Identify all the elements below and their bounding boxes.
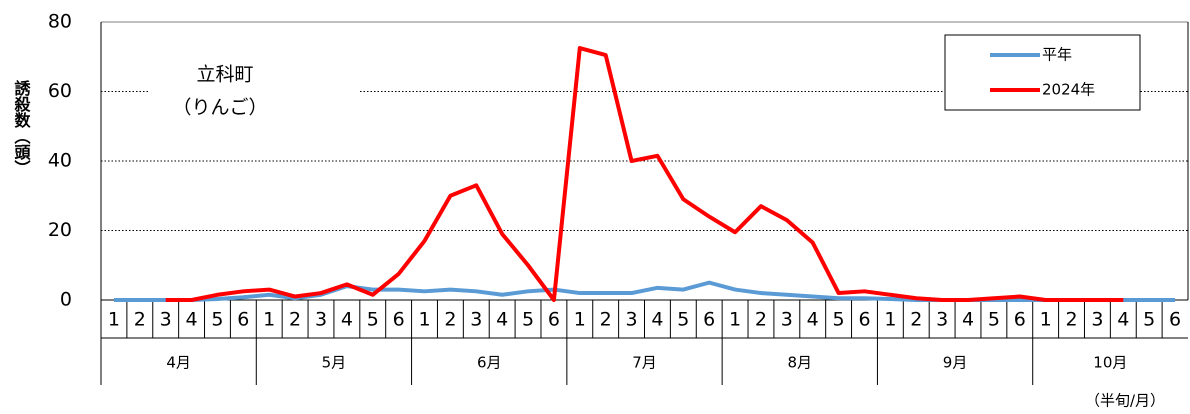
group-label: 10月 <box>1093 354 1127 372</box>
legend-box <box>944 34 1141 111</box>
x-tick-label: 4 <box>186 309 198 331</box>
x-tick-label: 4 <box>1117 309 1129 331</box>
group-label: 7月 <box>632 354 657 372</box>
y-tick-label: 20 <box>48 219 72 241</box>
series-line <box>165 46 1124 302</box>
x-tick-label: 6 <box>548 309 560 331</box>
group-label: 8月 <box>788 354 813 372</box>
x-tick-label: 1 <box>884 309 896 331</box>
x-tick-label: 2 <box>444 309 456 331</box>
group-label: 6月 <box>477 354 502 372</box>
x-tick-label: 5 <box>833 309 845 331</box>
x-tick-label: 2 <box>910 309 922 331</box>
x-tick-label: 6 <box>1169 309 1181 331</box>
y-tick-label: 0 <box>60 289 72 311</box>
x-axis-label: （半旬/月） <box>1085 392 1165 410</box>
y-tick-label: 60 <box>48 80 72 102</box>
x-tick-label: 6 <box>1014 309 1026 331</box>
x-tick-label: 4 <box>651 309 663 331</box>
x-tick-label: 1 <box>263 309 275 331</box>
x-tick-label: 2 <box>1065 309 1077 331</box>
x-tick-label: 5 <box>522 309 534 331</box>
annotation: 立科町 <box>196 64 253 86</box>
legend-label: 平年 <box>1042 46 1072 64</box>
x-tick-label: 5 <box>211 309 223 331</box>
x-tick-label: 3 <box>626 309 638 331</box>
x-tick-label: 5 <box>677 309 689 331</box>
annotation-bg <box>150 55 360 130</box>
x-tick-label: 3 <box>936 309 948 331</box>
x-tick-label: 2 <box>755 309 767 331</box>
x-tick-label: 1 <box>108 309 120 331</box>
x-tick-label: 4 <box>341 309 353 331</box>
x-tick-label: 4 <box>962 309 974 331</box>
legend-label: 2024年 <box>1042 81 1095 99</box>
y-axis-label: 誘殺数（頭） <box>12 79 32 176</box>
x-tick-label: 3 <box>470 309 482 331</box>
y-tick-label: 40 <box>48 150 72 172</box>
x-tick-label: 3 <box>160 309 172 331</box>
group-label: 4月 <box>166 354 191 372</box>
x-tick-label: 6 <box>393 309 405 331</box>
x-tick-label: 5 <box>988 309 1000 331</box>
annotation: （りんご） <box>172 97 267 119</box>
x-tick-label: 2 <box>600 309 612 331</box>
x-tick-label: 1 <box>418 309 430 331</box>
group-label: 9月 <box>943 354 968 372</box>
x-tick-label: 4 <box>807 309 819 331</box>
x-tick-label: 2 <box>289 309 301 331</box>
x-tick-label: 6 <box>858 309 870 331</box>
x-tick-label: 2 <box>134 309 146 331</box>
x-tick-label: 3 <box>315 309 327 331</box>
x-tick-label: 1 <box>1040 309 1052 331</box>
x-tick-label: 1 <box>729 309 741 331</box>
x-tick-label: 1 <box>574 309 586 331</box>
group-label: 5月 <box>322 354 347 372</box>
series-line <box>113 280 1176 302</box>
x-tick-label: 3 <box>781 309 793 331</box>
x-tick-label: 6 <box>703 309 715 331</box>
y-tick-label: 80 <box>48 11 72 33</box>
x-tick-label: 4 <box>496 309 508 331</box>
x-tick-label: 3 <box>1091 309 1103 331</box>
x-tick-label: 5 <box>367 309 379 331</box>
x-tick-label: 5 <box>1143 309 1155 331</box>
x-tick-label: 6 <box>237 309 249 331</box>
